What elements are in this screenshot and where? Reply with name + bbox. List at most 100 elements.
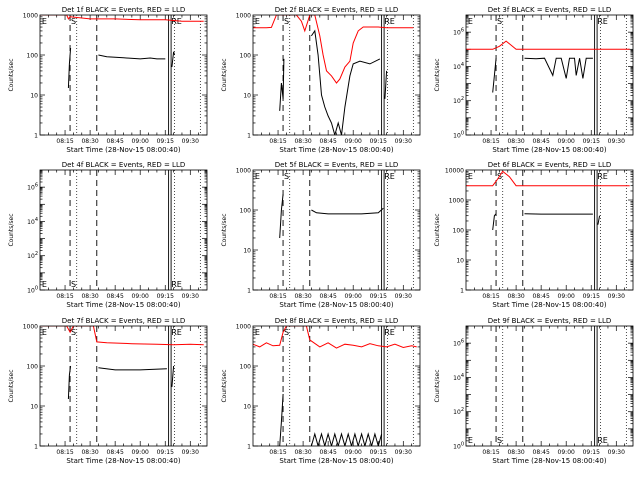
x-tick-label: 09:30 — [395, 449, 412, 456]
events-series-line — [279, 58, 285, 111]
x-tick-label: 09:00 — [132, 138, 149, 145]
plot-frame — [39, 14, 208, 136]
plot-frame — [465, 325, 634, 447]
x-tick-label: 09:00 — [558, 449, 575, 456]
y-tick-label: 1000 — [23, 13, 38, 20]
events-series-line — [597, 215, 601, 225]
y-tick-label: 10 — [30, 93, 38, 100]
x-tick-label: 09:15 — [583, 138, 600, 145]
plot-frame — [252, 14, 421, 136]
x-tick-label: 08:15 — [269, 293, 286, 300]
y-tick-label: 100 — [27, 53, 39, 60]
events-series-line — [310, 432, 383, 446]
flag-label-s: S — [284, 17, 289, 26]
y-tick-label: 1 — [247, 288, 251, 295]
detector-panel-3: Det 3f BLACK = Events, RED = LLD Counts/s… — [434, 6, 634, 154]
flag-label-e: E — [42, 17, 47, 26]
x-tick-label: 08:15 — [56, 449, 73, 456]
plot-frame — [252, 169, 421, 291]
events-series-line — [311, 207, 384, 215]
y-tick-label: 100 — [240, 364, 252, 371]
series-group — [40, 15, 204, 89]
x-tick-label: 08:45 — [533, 293, 550, 300]
series-group — [253, 326, 417, 446]
panel-title: Det 6f BLACK = Events, RED = LLD — [488, 161, 611, 169]
detector-panel-6: Det 6f BLACK = Events, RED = LLD Counts/s… — [434, 161, 634, 309]
flag-label-s: S — [284, 172, 289, 181]
panel-title: Det 9f BLACK = Events, RED = LLD — [488, 317, 611, 325]
x-axis-label: Start Time (28-Nov-15 08:00:40) — [279, 146, 393, 154]
x-tick-label: 08:15 — [269, 138, 286, 145]
x-tick-label: 09:15 — [583, 293, 600, 300]
x-axis-label: Start Time (28-Nov-15 08:00:40) — [492, 146, 606, 154]
x-tick-label: 09:15 — [370, 138, 387, 145]
plot-frame — [465, 169, 634, 291]
panel-title: Det 8f BLACK = Events, RED = LLD — [275, 317, 398, 325]
y-tick-label: 100 — [27, 286, 38, 295]
y-tick-label: 100 — [27, 364, 39, 371]
y-tick-label: 1 — [247, 133, 251, 140]
y-tick-label: 104 — [453, 62, 464, 71]
y-tick-label: 102 — [27, 251, 38, 260]
y-tick-label: 10 — [243, 93, 251, 100]
flag-label-s: S — [497, 17, 502, 26]
x-tick-label: 08:15 — [56, 138, 73, 145]
series-group — [40, 326, 204, 400]
x-tick-label: 08:15 — [56, 293, 73, 300]
events-series-line — [171, 51, 176, 68]
detector-panel-1: Det 1f BLACK = Events, RED = LLD Counts/s… — [8, 6, 208, 154]
plot-frame — [39, 325, 208, 447]
y-tick-label: 100 — [453, 442, 464, 451]
panel-title: Det 1f BLACK = Events, RED = LLD — [62, 6, 185, 14]
x-tick-label: 09:15 — [583, 449, 600, 456]
x-tick-label: 09:30 — [608, 138, 625, 145]
y-tick-label: 10 — [30, 404, 38, 411]
flag-label-s: S — [71, 17, 76, 26]
y-tick-label: 1000 — [236, 324, 251, 331]
x-tick-label: 09:30 — [608, 449, 625, 456]
x-tick-label: 08:45 — [107, 138, 124, 145]
y-axis-label: Counts/sec — [8, 213, 15, 246]
detector-panel-4: Det 4f BLACK = Events, RED = LLD Counts/s… — [8, 161, 208, 309]
x-axis-label: Start Time (28-Nov-15 08:00:40) — [66, 457, 180, 465]
y-tick-label: 102 — [453, 407, 464, 416]
y-tick-label: 1 — [34, 133, 38, 140]
panel-title: Det 3f BLACK = Events, RED = LLD — [488, 6, 611, 14]
y-tick-label: 100 — [453, 228, 465, 235]
events-series-line — [384, 70, 388, 99]
x-tick-label: 09:00 — [558, 138, 575, 145]
flag-label-re: RE — [597, 436, 608, 445]
x-tick-label: 08:15 — [482, 293, 499, 300]
x-tick-label: 09:30 — [608, 293, 625, 300]
x-tick-label: 08:45 — [533, 138, 550, 145]
x-axis-label: Start Time (28-Nov-15 08:00:40) — [492, 301, 606, 309]
y-tick-label: 1000 — [236, 168, 251, 175]
x-tick-label: 08:30 — [81, 138, 98, 145]
plot-frame — [465, 14, 634, 136]
x-tick-label: 08:45 — [320, 293, 337, 300]
y-tick-label: 102 — [453, 96, 464, 105]
x-tick-label: 08:30 — [294, 293, 311, 300]
x-axis-label: Start Time (28-Nov-15 08:00:40) — [66, 146, 180, 154]
events-series-line — [279, 393, 284, 446]
x-tick-label: 09:00 — [345, 138, 362, 145]
x-tick-label: 09:30 — [182, 449, 199, 456]
x-tick-label: 08:45 — [107, 293, 124, 300]
detector-panel-2: Det 2f BLACK = Events, RED = LLD Counts/s… — [221, 6, 421, 154]
y-tick-label: 10 — [243, 404, 251, 411]
x-tick-label: 08:45 — [320, 449, 337, 456]
events-series-line — [98, 367, 167, 371]
x-tick-label: 09:30 — [182, 138, 199, 145]
flag-label-e: E — [468, 172, 473, 181]
plot-frame — [252, 325, 421, 447]
panel-title: Det 5f BLACK = Events, RED = LLD — [275, 161, 398, 169]
x-tick-label: 09:15 — [157, 449, 174, 456]
flag-label-e: E — [42, 328, 47, 337]
flag-label-e: E — [255, 328, 260, 337]
x-tick-label: 09:30 — [395, 293, 412, 300]
events-series-line — [492, 213, 497, 231]
panel-title: Det 7f BLACK = Events, RED = LLD — [62, 317, 185, 325]
x-tick-label: 08:45 — [320, 138, 337, 145]
flag-label-s: S — [71, 328, 76, 337]
